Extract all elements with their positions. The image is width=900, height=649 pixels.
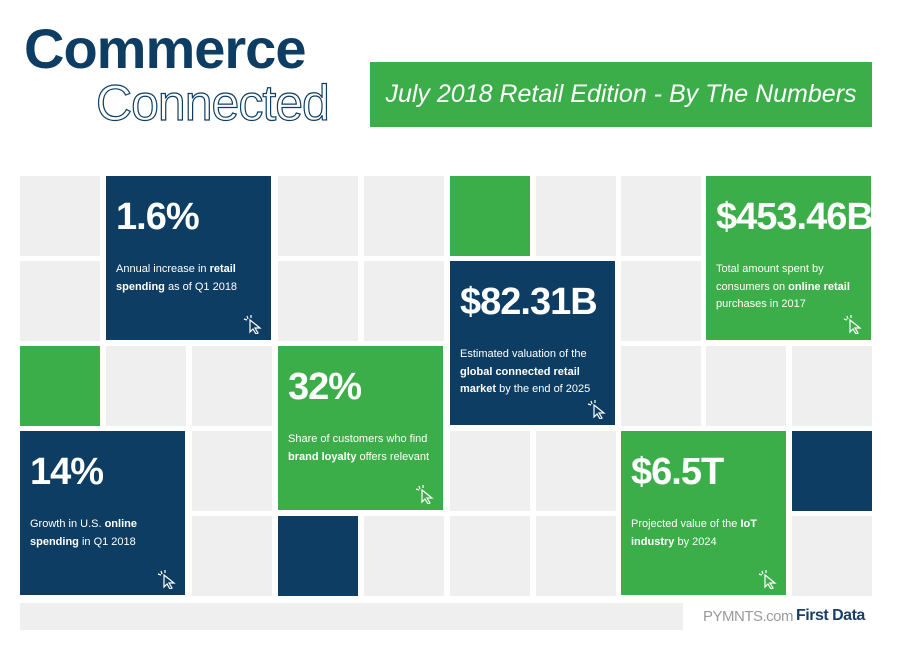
stat-description: Estimated valuation of the global connec… (460, 346, 610, 399)
tile (450, 516, 530, 596)
stat-value: 32% (288, 366, 362, 408)
description-segment: Total amount spent by consumers on (716, 263, 824, 293)
tile (450, 431, 530, 511)
description-segment: Growth in U.S. (30, 518, 105, 530)
stat-card: $6.5T Projected value of the IoT industry… (621, 431, 786, 595)
tile (364, 176, 444, 256)
description-segment: purchases in 2017 (716, 298, 806, 311)
tile (192, 346, 272, 426)
tile (792, 431, 872, 511)
tile (192, 431, 272, 511)
description-segment: offers relevant (356, 450, 430, 463)
description-segment: by 2024 (674, 535, 717, 548)
stat-card: $82.31B Estimated valuation of the global… (450, 261, 615, 425)
description-segment: as of Q1 2018 (164, 280, 238, 293)
tile (20, 176, 100, 256)
stat-value: $453.46B (716, 196, 874, 238)
stat-value: 1.6% (116, 196, 200, 238)
tile (792, 516, 872, 596)
title-light: Connected (95, 74, 330, 131)
description-segment: global connected retail market (460, 365, 580, 396)
tile (621, 261, 701, 341)
tile (364, 516, 444, 596)
stat-description: Share of customers who find brand loyalt… (288, 431, 438, 466)
description-segment: online retail (788, 280, 850, 293)
tile (706, 346, 786, 426)
stat-description: Total amount spent by consumers on onlin… (716, 261, 866, 314)
tile (792, 346, 872, 426)
tile (536, 431, 616, 511)
tile (364, 261, 444, 341)
stat-description: Growth in U.S. online spending in Q1 201… (30, 516, 180, 551)
stat-description: Projected value of the IoT industry by 2… (631, 516, 781, 551)
description-segment: Estimated valuation of the (460, 348, 587, 360)
description-segment: by the end of 2025 (496, 383, 591, 396)
description-segment: in Q1 2018 (78, 535, 136, 548)
description-segment: online spending (30, 518, 137, 548)
pymnts-logo: PYMNTS.com (703, 608, 794, 625)
tile (536, 176, 616, 256)
description-segment: retail spending (116, 263, 236, 293)
description-segment: Share of customers who find (288, 433, 428, 445)
description-segment: brand loyalty (288, 450, 357, 463)
description-segment: Annual increase in (116, 263, 210, 275)
stat-card: 1.6% Annual increase in retail spending a… (106, 176, 271, 340)
cursor-icon (587, 400, 606, 419)
tile (20, 346, 100, 426)
cursor-icon (415, 485, 434, 504)
cursor-icon (843, 315, 862, 334)
description-segment: Projected value of the (631, 518, 741, 530)
tile (192, 516, 272, 596)
tile (278, 176, 358, 256)
cursor-icon (157, 570, 176, 589)
cursor-icon (758, 570, 777, 589)
tile (20, 261, 100, 341)
stat-card: 14% Growth in U.S. online spending in Q1 … (20, 431, 185, 595)
tile (621, 176, 701, 256)
tile (621, 346, 701, 426)
footer-bar (20, 603, 683, 630)
title-bold: Commerce (24, 17, 306, 80)
description-segment: IoT industry (631, 518, 757, 548)
stat-card: 32% Share of customers who find brand loy… (278, 346, 443, 510)
banner: July 2018 Retail Edition - By The Number… (370, 62, 872, 127)
stat-description: Annual increase in retail spending as of… (116, 261, 266, 296)
stat-value: $82.31B (460, 281, 598, 323)
stat-card: $453.46B Total amount spent by consumers … (706, 176, 874, 340)
tile (106, 346, 186, 426)
stat-value: 14% (30, 451, 104, 493)
tile (278, 516, 358, 596)
firstdata-logo: First Data (796, 607, 865, 624)
stat-value: $6.5T (631, 451, 724, 493)
tile (450, 176, 530, 256)
tile (278, 261, 358, 341)
cursor-icon (243, 315, 262, 334)
tile (536, 516, 616, 596)
